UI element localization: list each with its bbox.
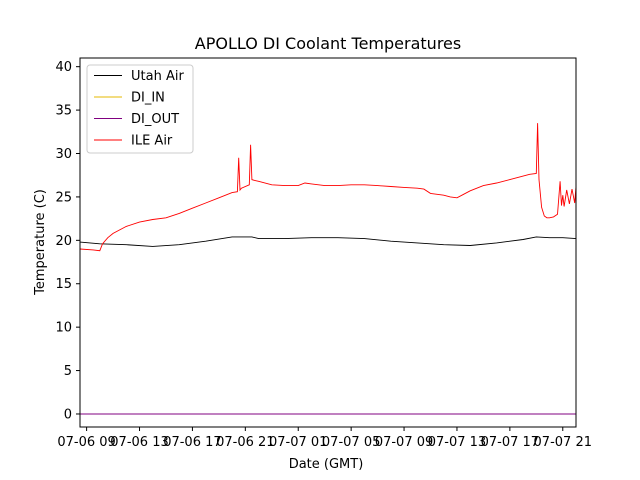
y-tick-label: 40 bbox=[55, 60, 72, 75]
plot-frame bbox=[79, 57, 577, 428]
plot-area bbox=[79, 123, 577, 415]
x-tick-label: 07-07 01 bbox=[269, 435, 327, 450]
x-tick-label: 07-06 13 bbox=[110, 435, 168, 450]
legend: Utah Air DI_IN DI_OUT ILE Air bbox=[86, 64, 194, 154]
x-tick-label: 07-06 09 bbox=[57, 435, 115, 450]
x-axis-title: Date (GMT) bbox=[289, 457, 364, 472]
y-axis: 0 5 10 15 20 25 30 35 40 bbox=[55, 60, 80, 422]
legend-label: DI_IN bbox=[131, 91, 165, 106]
y-tick-label: 25 bbox=[55, 190, 72, 205]
y-tick-label: 5 bbox=[64, 364, 72, 379]
x-tick-label: 07-07 13 bbox=[428, 435, 486, 450]
y-tick-label: 30 bbox=[55, 147, 72, 162]
y-tick-label: 0 bbox=[64, 407, 72, 422]
y-tick-label: 15 bbox=[55, 277, 72, 292]
y-tick-label: 35 bbox=[55, 104, 72, 119]
x-tick-label: 07-07 17 bbox=[481, 435, 539, 450]
x-tick-label: 07-06 21 bbox=[216, 435, 274, 450]
x-tick-label: 07-07 05 bbox=[322, 435, 380, 450]
chart-title: APOLLO DI Coolant Temperatures bbox=[195, 34, 461, 53]
y-tick-label: 10 bbox=[55, 321, 72, 336]
x-tick-label: 07-07 09 bbox=[375, 435, 433, 450]
y-axis-title: Temperature (C) bbox=[33, 189, 48, 296]
y-tick-label: 20 bbox=[55, 234, 72, 249]
x-tick-label: 07-06 17 bbox=[163, 435, 221, 450]
legend-label: ILE Air bbox=[131, 134, 173, 149]
series-line-utah-air bbox=[79, 236, 577, 247]
legend-label: DI_OUT bbox=[131, 112, 179, 127]
x-tick-label: 07-07 21 bbox=[534, 435, 592, 450]
legend-box bbox=[86, 64, 194, 154]
legend-label: Utah Air bbox=[131, 69, 184, 84]
series-line-ile-air bbox=[79, 123, 577, 252]
